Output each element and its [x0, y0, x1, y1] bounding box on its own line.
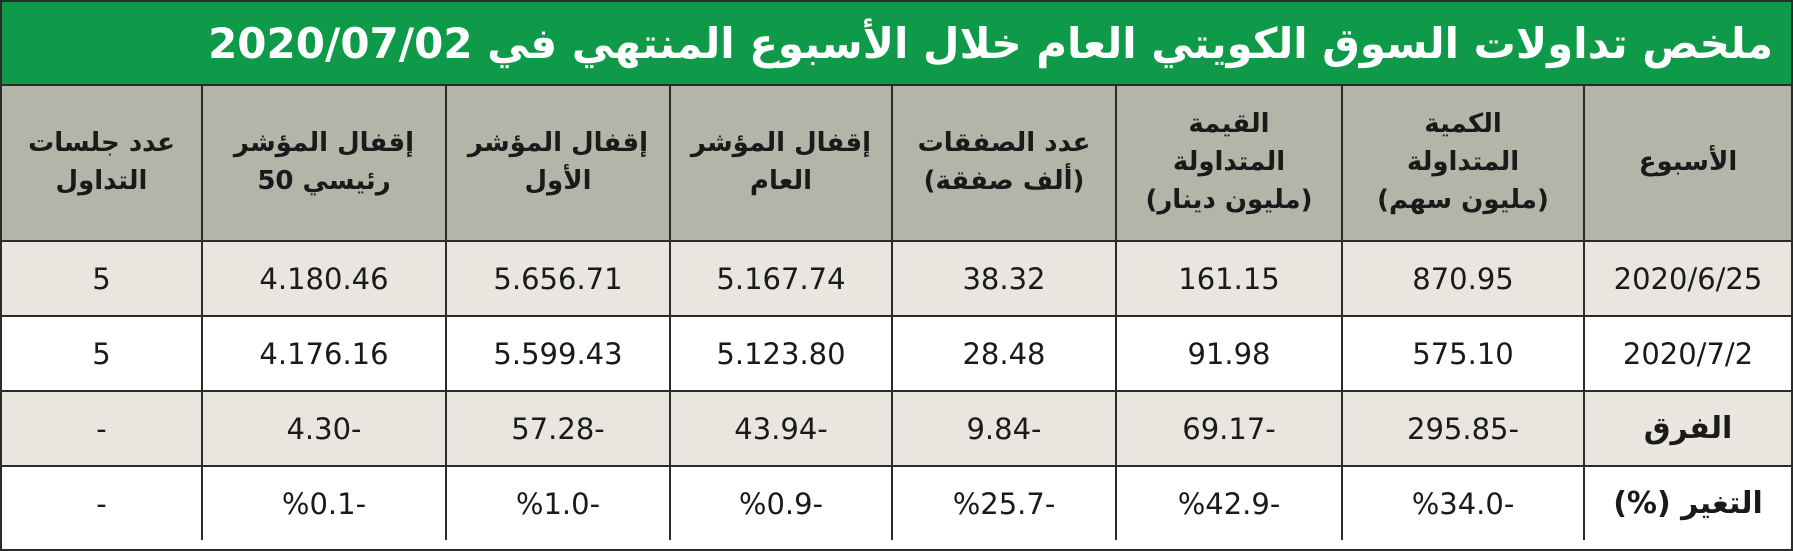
table-cell: 575.10	[1341, 315, 1585, 392]
table-cell: %0.9-	[669, 465, 893, 540]
column-header: القيمة المتداولة (مليون دينار)	[1115, 86, 1343, 242]
table-title: ملخص تداولات السوق الكويتي العام خلال ال…	[2, 2, 1791, 86]
table-cell: 870.95	[1341, 240, 1585, 317]
table-cell: -	[2, 465, 203, 540]
table-cell: 4.180.46	[201, 240, 447, 317]
table-cell: 9.84-	[891, 390, 1117, 467]
table-cell: %0.1-	[201, 465, 447, 540]
table-cell: 5.599.43	[445, 315, 671, 392]
table-cell: 38.32	[891, 240, 1117, 317]
column-header: عدد جلسات التداول	[2, 86, 203, 242]
row-label: الفرق	[1583, 390, 1791, 467]
table-cell: 161.15	[1115, 240, 1343, 317]
column-header: عدد الصفقات (ألف صفقة)	[891, 86, 1117, 242]
table-cell: %42.9-	[1115, 465, 1343, 540]
table-cell: %25.7-	[891, 465, 1117, 540]
row-label: التغير (%)	[1583, 465, 1791, 540]
table-cell: 28.48	[891, 315, 1117, 392]
table-cell: 5	[2, 240, 203, 317]
table-cell: -	[2, 390, 203, 467]
column-header: الكمية المتداولة (مليون سهم)	[1341, 86, 1585, 242]
table-cell: 295.85-	[1341, 390, 1585, 467]
table-cell: 4.176.16	[201, 315, 447, 392]
table-cell: 69.17-	[1115, 390, 1343, 467]
table-cell: 57.28-	[445, 390, 671, 467]
table-row: الفرق 295.85- 69.17- 9.84- 43.94- 57.28- 4.30-…	[2, 390, 1791, 467]
row-label: 2020/7/2	[1583, 315, 1791, 392]
table-row: 2020/6/25 870.95 161.15 38.32 5.167.74 5.656.…	[2, 240, 1791, 317]
column-header: إقفال المؤشر العام	[669, 86, 893, 242]
table-row: 2020/7/2 575.10 91.98 28.48 5.123.80 5.599.43…	[2, 315, 1791, 392]
header-row: الأسبوع الكمية المتداولة (مليون سهم) القيم…	[2, 86, 1791, 242]
table-cell: 91.98	[1115, 315, 1343, 392]
data-table: الأسبوع الكمية المتداولة (مليون سهم) القيم…	[2, 86, 1791, 540]
column-header: إقفال المؤشر الأول	[445, 86, 671, 242]
table-cell: %1.0-	[445, 465, 671, 540]
column-header: إقفال المؤشر رئيسي 50	[201, 86, 447, 242]
column-header: الأسبوع	[1583, 86, 1791, 242]
table-cell: %34.0-	[1341, 465, 1585, 540]
row-label: 2020/6/25	[1583, 240, 1791, 317]
table-cell: 4.30-	[201, 390, 447, 467]
table-cell: 5.167.74	[669, 240, 893, 317]
table-cell: 5	[2, 315, 203, 392]
table-cell: 43.94-	[669, 390, 893, 467]
table-cell: 5.656.71	[445, 240, 671, 317]
table-row: التغير (%) %34.0- %42.9- %25.7- %0.9- %1.0- %0…	[2, 465, 1791, 540]
table-cell: 5.123.80	[669, 315, 893, 392]
